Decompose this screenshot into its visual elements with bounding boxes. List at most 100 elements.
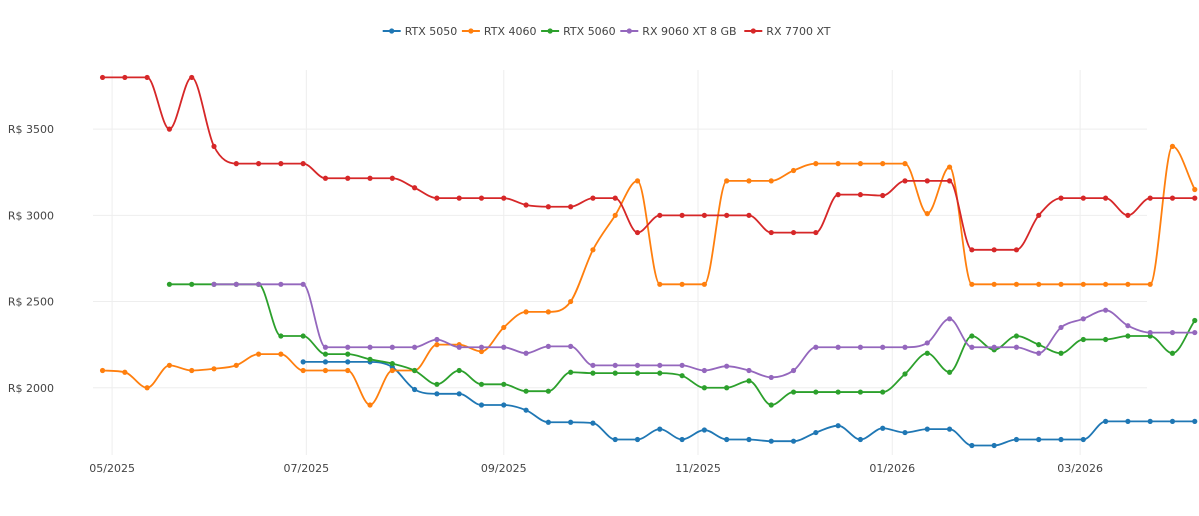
data-point[interactable] [434,342,440,348]
data-point[interactable] [211,366,217,372]
data-point[interactable] [501,381,507,387]
data-point[interactable] [946,164,953,170]
data-point[interactable] [389,175,395,181]
data-point[interactable] [612,195,618,201]
data-point[interactable] [813,389,819,395]
data-point[interactable] [456,195,462,201]
data-point[interactable] [634,436,641,443]
data-point[interactable] [1080,436,1086,443]
data-point[interactable] [991,344,997,350]
legend-item-rtx-5060[interactable]: RTX 5060 [541,25,616,38]
data-point[interactable] [1036,212,1042,218]
data-point[interactable] [790,438,797,444]
data-point[interactable] [902,429,908,436]
data-point[interactable] [790,229,797,236]
data-point[interactable] [1147,418,1153,424]
data-point[interactable] [835,161,841,167]
data-point[interactable] [255,161,262,167]
data-point[interactable] [99,74,106,81]
data-point[interactable] [501,324,507,331]
data-point[interactable] [790,367,797,374]
data-point[interactable] [478,381,485,387]
data-point[interactable] [478,402,485,408]
data-point[interactable] [657,370,663,376]
data-point[interactable] [568,369,574,375]
data-point[interactable] [1103,307,1109,313]
data-point[interactable] [122,369,128,375]
data-point[interactable] [1169,195,1176,201]
data-point[interactable] [835,344,841,350]
data-point[interactable] [657,362,663,368]
data-point[interactable] [189,74,195,81]
data-point[interactable] [389,367,395,374]
data-point[interactable] [768,178,774,184]
data-point[interactable] [902,344,908,350]
data-point[interactable] [657,426,663,432]
data-point[interactable] [835,192,841,198]
data-point[interactable] [634,178,641,184]
data-point[interactable] [1169,418,1176,424]
data-point[interactable] [902,178,908,184]
data-point[interactable] [724,363,730,369]
data-point[interactable] [701,367,707,374]
data-point[interactable] [166,126,173,132]
data-point[interactable] [412,367,418,374]
data-point[interactable] [233,161,239,167]
data-point[interactable] [835,389,841,395]
data-point[interactable] [568,343,574,349]
data-point[interactable] [701,385,707,391]
data-point[interactable] [434,336,440,343]
data-point[interactable] [590,370,596,376]
data-point[interactable] [568,298,574,305]
data-point[interactable] [746,367,752,374]
data-point[interactable] [679,362,685,368]
data-point[interactable] [612,212,618,218]
data-point[interactable] [1058,350,1064,356]
data-point[interactable] [835,423,841,429]
data-point[interactable] [478,348,485,355]
data-point[interactable] [322,344,329,350]
data-point[interactable] [924,340,930,346]
data-point[interactable] [946,426,953,432]
data-point[interactable] [1080,336,1086,343]
data-point[interactable] [701,212,707,218]
data-point[interactable] [857,344,864,350]
data-point[interactable] [924,178,930,184]
data-point[interactable] [434,195,440,201]
data-point[interactable] [189,367,195,374]
data-point[interactable] [478,195,485,201]
data-point[interactable] [1125,333,1131,339]
data-point[interactable] [768,374,774,381]
data-point[interactable] [345,175,351,181]
data-point[interactable] [746,436,752,443]
data-point[interactable] [501,402,507,408]
data-point[interactable] [1103,281,1109,287]
data-point[interactable] [657,212,663,218]
data-point[interactable] [746,212,752,218]
data-point[interactable] [724,212,730,218]
data-point[interactable] [523,309,529,315]
data-point[interactable] [456,367,462,374]
data-point[interactable] [880,161,886,167]
data-point[interactable] [1080,281,1086,287]
data-point[interactable] [1125,212,1131,218]
data-point[interactable] [345,344,351,350]
data-point[interactable] [278,333,284,339]
data-point[interactable] [612,436,618,443]
data-point[interactable] [768,229,774,236]
data-point[interactable] [389,344,395,350]
data-point[interactable] [189,281,195,287]
data-point[interactable] [1103,195,1109,201]
data-point[interactable] [969,333,975,339]
data-point[interactable] [523,350,529,356]
data-point[interactable] [1192,418,1198,424]
data-point[interactable] [857,389,864,395]
data-point[interactable] [389,361,395,367]
data-point[interactable] [255,351,262,357]
data-point[interactable] [523,388,529,394]
data-point[interactable] [590,420,596,426]
data-point[interactable] [456,391,462,397]
data-point[interactable] [590,362,596,368]
data-point[interactable] [211,281,217,287]
data-point[interactable] [902,161,908,167]
